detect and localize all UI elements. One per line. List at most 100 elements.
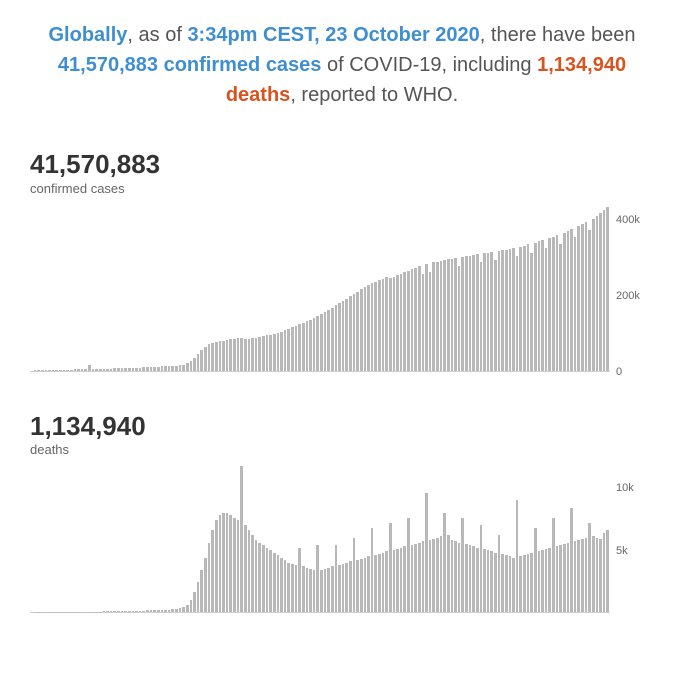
bar [171,609,174,612]
bar [110,369,113,371]
bar [175,366,178,371]
bar [364,558,367,613]
bar [422,274,425,370]
bar [298,324,301,371]
bar [443,260,446,370]
bar [164,610,167,612]
bar [237,338,240,370]
bar [599,213,602,371]
bar [258,337,261,371]
bar [480,262,483,370]
bar [501,554,504,612]
bar [367,556,370,612]
bar [443,513,446,612]
bar [382,553,385,613]
bar [374,555,377,612]
bar [389,523,392,612]
cases-chart [30,202,610,372]
bar [436,538,439,613]
bar [146,610,149,612]
bar [494,553,497,613]
bar [469,545,472,612]
bar [534,243,537,371]
bar [157,610,160,612]
bar [266,548,269,613]
bar [349,561,352,612]
headline-text: Globally, as of 3:34pm CEST, 23 October … [32,20,652,110]
bar [269,335,272,371]
bar [135,611,138,612]
bar [505,250,508,371]
bar [585,538,588,613]
bar [262,336,265,371]
bar [563,544,566,612]
bar [469,256,472,371]
bar [581,224,584,370]
bar [92,612,95,613]
bar [161,366,164,370]
bar [244,525,247,612]
bar [360,559,363,612]
bar [219,515,222,612]
bar [603,533,606,612]
bar [248,530,251,612]
bar [414,268,417,371]
cases-label: confirmed cases [30,181,654,196]
bar [306,568,309,613]
bar [541,550,544,612]
bar [291,327,294,371]
bar [128,611,131,612]
bar [302,566,305,612]
bar [135,368,138,371]
bar [458,543,461,613]
bar [382,279,385,371]
bar [574,237,577,371]
bar [99,612,102,613]
bar [331,566,334,612]
headline-part2: , there have been [480,24,636,46]
bar [175,609,178,612]
bar [527,244,530,370]
bar [472,546,475,612]
bar [157,367,160,371]
bar [295,326,298,371]
bar [222,513,225,612]
bar [603,210,606,371]
bar [142,611,145,613]
bar [168,610,171,612]
bar [414,544,417,612]
bar [407,271,410,371]
bar [280,332,283,371]
bar [338,303,341,371]
bar [280,558,283,613]
ytick-label: 400k [616,214,640,226]
bar [324,569,327,612]
bar [200,350,203,371]
bar [429,540,432,612]
bar [186,363,189,371]
bar [182,607,185,612]
bar [592,219,595,371]
bar [371,283,374,370]
bar [63,370,66,371]
bar [436,262,439,371]
bar [313,318,316,371]
bar [55,370,58,371]
bar [530,253,533,371]
bar [142,367,145,370]
bar [476,548,479,613]
bar [353,538,356,613]
bar [153,367,156,371]
bar [70,370,73,371]
bar [588,523,591,612]
headline-globally: Globally [49,24,128,46]
bar [548,238,551,370]
bar [567,543,570,613]
bar [113,611,116,612]
bar [585,222,588,371]
bar [211,530,214,612]
bar [121,611,124,612]
bar [291,564,294,612]
bar [548,548,551,613]
bar [545,248,548,370]
